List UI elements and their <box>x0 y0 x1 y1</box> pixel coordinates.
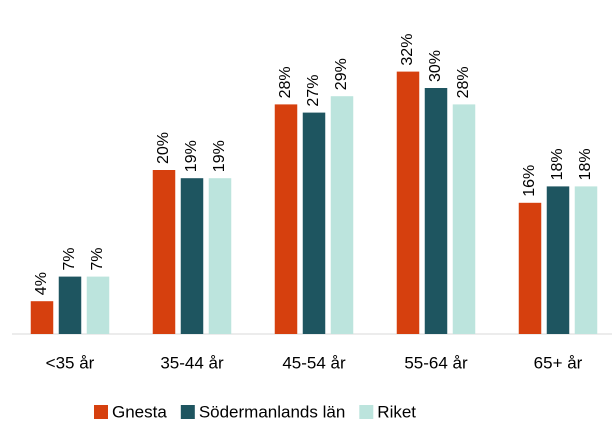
value-label: 32% <box>399 34 416 66</box>
value-label: 19% <box>211 140 228 172</box>
legend-marker <box>180 405 195 419</box>
bar <box>208 178 232 334</box>
legend-label: Gnesta <box>112 402 167 421</box>
bar <box>452 104 476 335</box>
bar <box>424 88 448 334</box>
value-label: 20% <box>155 132 172 164</box>
value-label: 7% <box>89 247 106 270</box>
x-tick-label: 45-54 år <box>282 353 346 372</box>
value-label: 28% <box>277 66 294 98</box>
legend-label: Södermanlands län <box>199 402 345 421</box>
value-label: 18% <box>577 148 594 180</box>
x-tick-label: <35 år <box>46 353 95 372</box>
bar <box>30 301 54 334</box>
bar <box>180 178 204 334</box>
bar <box>58 276 82 334</box>
bar <box>302 112 326 334</box>
value-label: 19% <box>183 140 200 172</box>
legend-marker <box>94 405 108 419</box>
bar <box>152 170 176 334</box>
bar <box>86 276 110 334</box>
bar <box>330 96 354 334</box>
legend-marker <box>359 405 374 419</box>
value-label: 7% <box>61 247 78 270</box>
value-label: 16% <box>521 165 538 197</box>
value-label: 4% <box>33 272 50 295</box>
x-tick-label: 65+ år <box>534 353 583 372</box>
bar <box>518 202 542 334</box>
value-label: 29% <box>333 58 350 90</box>
value-label: 30% <box>427 50 444 82</box>
value-label: 27% <box>305 75 322 107</box>
value-label: 28% <box>455 66 472 98</box>
bar <box>546 186 570 334</box>
bar <box>396 71 420 334</box>
legend-label: Riket <box>377 402 416 421</box>
bar <box>574 186 598 334</box>
value-label: 18% <box>549 148 566 180</box>
x-tick-label: 55-64 år <box>404 353 468 372</box>
bar <box>274 104 298 335</box>
x-tick-label: 35-44 år <box>160 353 224 372</box>
